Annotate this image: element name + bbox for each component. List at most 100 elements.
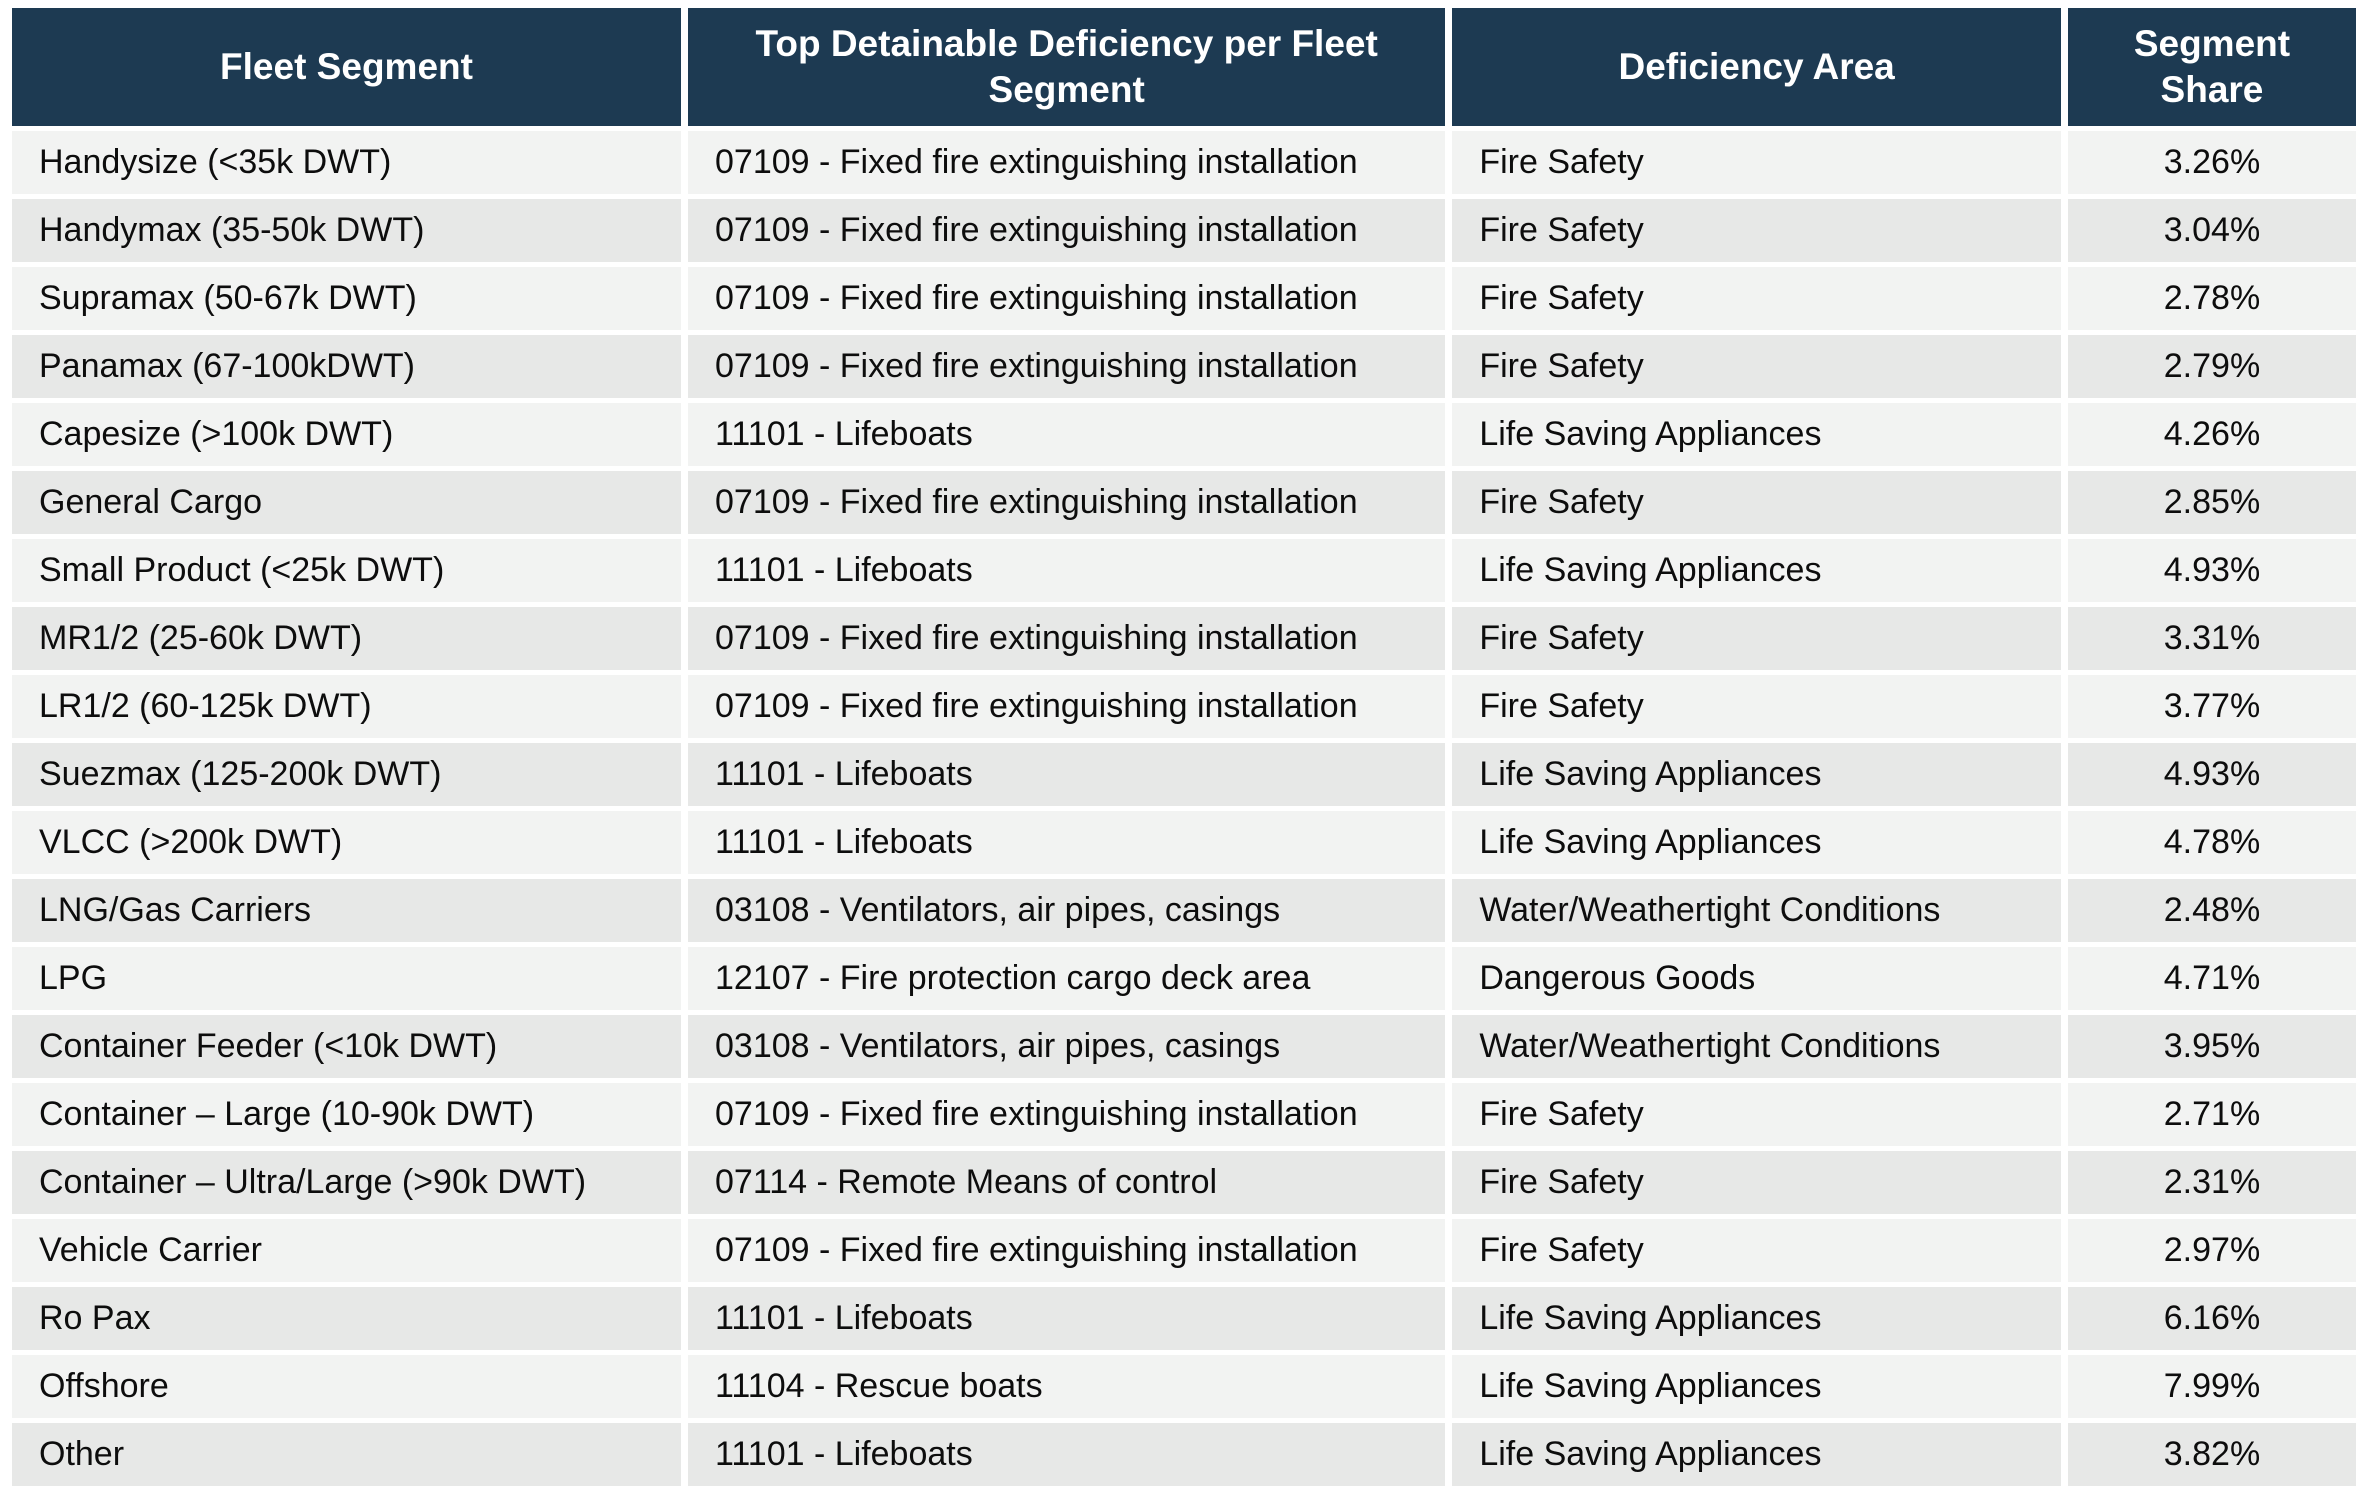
cell-deficiency-area: Dangerous Goods [1452, 947, 2061, 1010]
cell-segment-share: 4.71% [2067, 947, 2356, 1010]
table-row: Handymax (35-50k DWT) 07109 - Fixed fire … [12, 199, 2356, 262]
cell-fleet-segment: Handysize (<35k DWT) [12, 131, 682, 194]
cell-segment-share: 3.82% [2067, 1423, 2356, 1486]
table-row: Panamax (67-100kDWT) 07109 - Fixed fire e… [12, 335, 2356, 398]
cell-deficiency-area: Fire Safety [1452, 335, 2061, 398]
cell-deficiency-area: Life Saving Appliances [1452, 1355, 2061, 1418]
cell-fleet-segment: General Cargo [12, 471, 682, 534]
cell-segment-share: 2.97% [2067, 1219, 2356, 1282]
cell-deficiency-area: Fire Safety [1452, 1219, 2061, 1282]
cell-segment-share: 6.16% [2067, 1287, 2356, 1350]
header-deficiency-area: Deficiency Area [1452, 8, 2061, 126]
table-row: Small Product (<25k DWT) 11101 - Lifeboat… [12, 539, 2356, 602]
cell-segment-share: 2.31% [2067, 1151, 2356, 1214]
table-body: Handysize (<35k DWT) 07109 - Fixed fire e… [12, 131, 2356, 1486]
table-row: LPG 12107 - Fire protection cargo deck ar… [12, 947, 2356, 1010]
cell-top-deficiency: 07114 - Remote Means of control [688, 1151, 1446, 1214]
cell-fleet-segment: Container Feeder (<10k DWT) [12, 1015, 682, 1078]
cell-deficiency-area: Life Saving Appliances [1452, 539, 2061, 602]
cell-fleet-segment: Ro Pax [12, 1287, 682, 1350]
cell-deficiency-area: Fire Safety [1452, 1083, 2061, 1146]
cell-top-deficiency: 11101 - Lifeboats [688, 1423, 1446, 1486]
cell-deficiency-area: Life Saving Appliances [1452, 743, 2061, 806]
header-top-detainable-deficiency: Top Detainable Deficiency per Fleet Segm… [688, 8, 1446, 126]
cell-fleet-segment: Vehicle Carrier [12, 1219, 682, 1282]
table-row: LNG/Gas Carriers 03108 - Ventilators, air… [12, 879, 2356, 942]
cell-fleet-segment: Supramax (50-67k DWT) [12, 267, 682, 330]
table-row: General Cargo 07109 - Fixed fire extingui… [12, 471, 2356, 534]
cell-fleet-segment: MR1/2 (25-60k DWT) [12, 607, 682, 670]
cell-fleet-segment: LPG [12, 947, 682, 1010]
cell-deficiency-area: Fire Safety [1452, 267, 2061, 330]
table-row: VLCC (>200k DWT) 11101 - Lifeboats Life Sa… [12, 811, 2356, 874]
table-row: Other 11101 - Lifeboats Life Saving Applia… [12, 1423, 2356, 1486]
cell-fleet-segment: VLCC (>200k DWT) [12, 811, 682, 874]
cell-segment-share: 2.85% [2067, 471, 2356, 534]
table-row: Capesize (>100k DWT) 11101 - Lifeboats Lif… [12, 403, 2356, 466]
cell-deficiency-area: Fire Safety [1452, 607, 2061, 670]
cell-segment-share: 3.77% [2067, 675, 2356, 738]
fleet-deficiency-table: Fleet Segment Top Detainable Deficiency … [5, 3, 2363, 1491]
cell-fleet-segment: Container – Large (10-90k DWT) [12, 1083, 682, 1146]
cell-top-deficiency: 03108 - Ventilators, air pipes, casings [688, 879, 1446, 942]
header-fleet-segment: Fleet Segment [12, 8, 682, 126]
cell-fleet-segment: Panamax (67-100kDWT) [12, 335, 682, 398]
cell-deficiency-area: Water/Weathertight Conditions [1452, 1015, 2061, 1078]
cell-fleet-segment: Suezmax (125-200k DWT) [12, 743, 682, 806]
cell-top-deficiency: 07109 - Fixed fire extinguishing install… [688, 1219, 1446, 1282]
header-row: Fleet Segment Top Detainable Deficiency … [12, 8, 2356, 126]
cell-fleet-segment: Offshore [12, 1355, 682, 1418]
cell-top-deficiency: 07109 - Fixed fire extinguishing install… [688, 267, 1446, 330]
table-row: Handysize (<35k DWT) 07109 - Fixed fire e… [12, 131, 2356, 194]
cell-deficiency-area: Fire Safety [1452, 1151, 2061, 1214]
table-row: Offshore 11104 - Rescue boats Life Saving … [12, 1355, 2356, 1418]
cell-top-deficiency: 07109 - Fixed fire extinguishing install… [688, 471, 1446, 534]
cell-deficiency-area: Fire Safety [1452, 675, 2061, 738]
cell-segment-share: 4.78% [2067, 811, 2356, 874]
cell-deficiency-area: Life Saving Appliances [1452, 811, 2061, 874]
table-row: Container – Ultra/Large (>90k DWT) 07114 … [12, 1151, 2356, 1214]
cell-deficiency-area: Life Saving Appliances [1452, 403, 2061, 466]
cell-segment-share: 2.71% [2067, 1083, 2356, 1146]
cell-top-deficiency: 11101 - Lifeboats [688, 743, 1446, 806]
table-row: Suezmax (125-200k DWT) 11101 - Lifeboats L… [12, 743, 2356, 806]
cell-top-deficiency: 07109 - Fixed fire extinguishing install… [688, 1083, 1446, 1146]
cell-top-deficiency: 07109 - Fixed fire extinguishing install… [688, 131, 1446, 194]
cell-fleet-segment: Capesize (>100k DWT) [12, 403, 682, 466]
cell-deficiency-area: Fire Safety [1452, 471, 2061, 534]
cell-segment-share: 4.93% [2067, 743, 2356, 806]
cell-segment-share: 3.04% [2067, 199, 2356, 262]
cell-deficiency-area: Life Saving Appliances [1452, 1287, 2061, 1350]
cell-top-deficiency: 07109 - Fixed fire extinguishing install… [688, 675, 1446, 738]
table-header: Fleet Segment Top Detainable Deficiency … [12, 8, 2356, 126]
cell-segment-share: 2.78% [2067, 267, 2356, 330]
cell-segment-share: 3.26% [2067, 131, 2356, 194]
cell-top-deficiency: 11101 - Lifeboats [688, 811, 1446, 874]
table-row: LR1/2 (60-125k DWT) 07109 - Fixed fire ex… [12, 675, 2356, 738]
table-row: MR1/2 (25-60k DWT) 07109 - Fixed fire ext… [12, 607, 2356, 670]
cell-top-deficiency: 07109 - Fixed fire extinguishing install… [688, 335, 1446, 398]
cell-segment-share: 4.93% [2067, 539, 2356, 602]
cell-segment-share: 2.48% [2067, 879, 2356, 942]
table-row: Container Feeder (<10k DWT) 03108 - Venti… [12, 1015, 2356, 1078]
cell-segment-share: 3.31% [2067, 607, 2356, 670]
cell-fleet-segment: Small Product (<25k DWT) [12, 539, 682, 602]
cell-deficiency-area: Water/Weathertight Conditions [1452, 879, 2061, 942]
cell-fleet-segment: LNG/Gas Carriers [12, 879, 682, 942]
table-row: Container – Large (10-90k DWT) 07109 - Fi… [12, 1083, 2356, 1146]
cell-top-deficiency: 07109 - Fixed fire extinguishing install… [688, 199, 1446, 262]
cell-top-deficiency: 12107 - Fire protection cargo deck area [688, 947, 1446, 1010]
cell-top-deficiency: 11101 - Lifeboats [688, 539, 1446, 602]
cell-deficiency-area: Life Saving Appliances [1452, 1423, 2061, 1486]
cell-segment-share: 2.79% [2067, 335, 2356, 398]
cell-deficiency-area: Fire Safety [1452, 199, 2061, 262]
table-row: Ro Pax 11101 - Lifeboats Life Saving Appli… [12, 1287, 2356, 1350]
cell-fleet-segment: LR1/2 (60-125k DWT) [12, 675, 682, 738]
cell-segment-share: 3.95% [2067, 1015, 2356, 1078]
cell-top-deficiency: 03108 - Ventilators, air pipes, casings [688, 1015, 1446, 1078]
table-row: Vehicle Carrier 07109 - Fixed fire exting… [12, 1219, 2356, 1282]
cell-fleet-segment: Container – Ultra/Large (>90k DWT) [12, 1151, 682, 1214]
cell-segment-share: 4.26% [2067, 403, 2356, 466]
cell-top-deficiency: 07109 - Fixed fire extinguishing install… [688, 607, 1446, 670]
